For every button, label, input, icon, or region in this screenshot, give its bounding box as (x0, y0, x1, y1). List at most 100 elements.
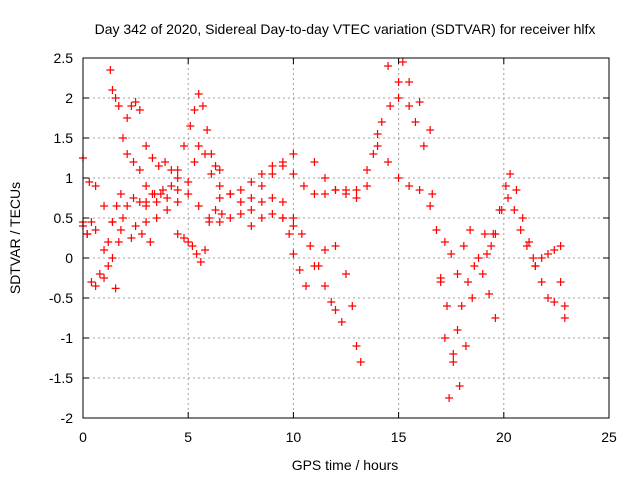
data-point (310, 190, 319, 198)
data-point (440, 238, 449, 246)
data-point (470, 262, 479, 270)
data-point (100, 202, 109, 210)
plot-frame (82, 57, 610, 419)
series-sat-h (142, 142, 298, 210)
data-point (461, 342, 470, 350)
data-point (247, 222, 256, 230)
data-point (449, 350, 458, 358)
data-point (468, 294, 477, 302)
series-sat-c (79, 218, 100, 238)
data-point (114, 102, 123, 110)
data-point (148, 154, 157, 162)
data-point (163, 194, 172, 202)
x-tick-label: 15 (391, 429, 407, 445)
data-point (184, 190, 193, 198)
series-sat-n (363, 58, 437, 198)
data-point (384, 62, 393, 70)
data-point (137, 230, 146, 238)
data-point (411, 118, 420, 126)
data-point (173, 166, 182, 174)
data-point (432, 226, 441, 234)
data-point (386, 102, 395, 110)
data-point (459, 242, 468, 250)
data-point (226, 214, 235, 222)
series-sat-q (436, 230, 496, 390)
data-point (373, 130, 382, 138)
data-point (487, 242, 496, 250)
data-point (352, 342, 361, 350)
data-point (123, 150, 132, 158)
y-tick-label: 0 (65, 250, 73, 266)
y-tick-label: -1.5 (49, 370, 73, 386)
data-point (257, 198, 266, 206)
data-point (118, 214, 127, 222)
data-point (192, 250, 201, 258)
data-point (215, 166, 224, 174)
data-point (320, 190, 329, 198)
data-point (331, 186, 340, 194)
series-sat-l (278, 214, 365, 366)
data-point (123, 114, 132, 122)
data-point (257, 214, 266, 222)
data-point (415, 98, 424, 106)
data-point (190, 158, 199, 166)
data-point (100, 274, 109, 282)
y-tick-label: 1 (65, 170, 73, 186)
data-point (478, 270, 487, 278)
data-point (201, 150, 210, 158)
data-point (299, 182, 308, 190)
data-point (158, 186, 167, 194)
data-point (501, 182, 510, 190)
y-tick-label: 2.5 (54, 50, 74, 66)
series-sat-d (100, 190, 165, 293)
data-point (556, 278, 565, 286)
data-point (114, 238, 123, 246)
data-point (215, 194, 224, 202)
data-point (560, 302, 569, 310)
data-point (556, 242, 565, 250)
axis-ticks: 0 5 10 15 20 25 -2 -1.5 -1 -0.5 0 0.5 1 1.5 2 2.5 (49, 50, 617, 445)
data-point (415, 186, 424, 194)
data-point (205, 218, 214, 226)
data-point (236, 186, 245, 194)
data-point (529, 254, 538, 262)
data-point (85, 178, 94, 186)
data-point (142, 202, 151, 210)
series-sat-o (373, 142, 435, 210)
data-point (135, 106, 144, 114)
data-point (455, 382, 464, 390)
data-point (457, 302, 466, 310)
y-tick-label: 1.5 (54, 130, 74, 146)
series-sat-e (106, 66, 182, 182)
data-point (142, 142, 151, 150)
data-point (129, 158, 138, 166)
x-tick-label: 5 (184, 429, 192, 445)
grid (83, 58, 609, 418)
data-point (106, 66, 115, 74)
data-point (236, 198, 245, 206)
data-point (111, 284, 120, 293)
data-point (186, 122, 195, 130)
data-point (310, 158, 319, 166)
data-point (135, 166, 144, 174)
data-point (154, 162, 163, 170)
data-point (543, 250, 552, 258)
y-tick-label: -1 (61, 330, 74, 346)
data-point (108, 254, 117, 262)
data-point (512, 186, 521, 194)
data-point (257, 170, 266, 178)
series-sat-s (482, 170, 569, 310)
data-point (506, 170, 515, 178)
x-tick-label: 0 (79, 429, 87, 445)
data-point (131, 98, 140, 106)
data-point (201, 246, 210, 254)
data-point (247, 178, 256, 186)
y-tick-label: -0.5 (49, 290, 73, 306)
data-point (278, 198, 287, 206)
data-point (173, 174, 182, 182)
data-point (348, 302, 357, 310)
series-sat-b (79, 190, 125, 290)
data-point (384, 158, 393, 166)
data-point (95, 270, 104, 278)
data-point (247, 194, 256, 202)
